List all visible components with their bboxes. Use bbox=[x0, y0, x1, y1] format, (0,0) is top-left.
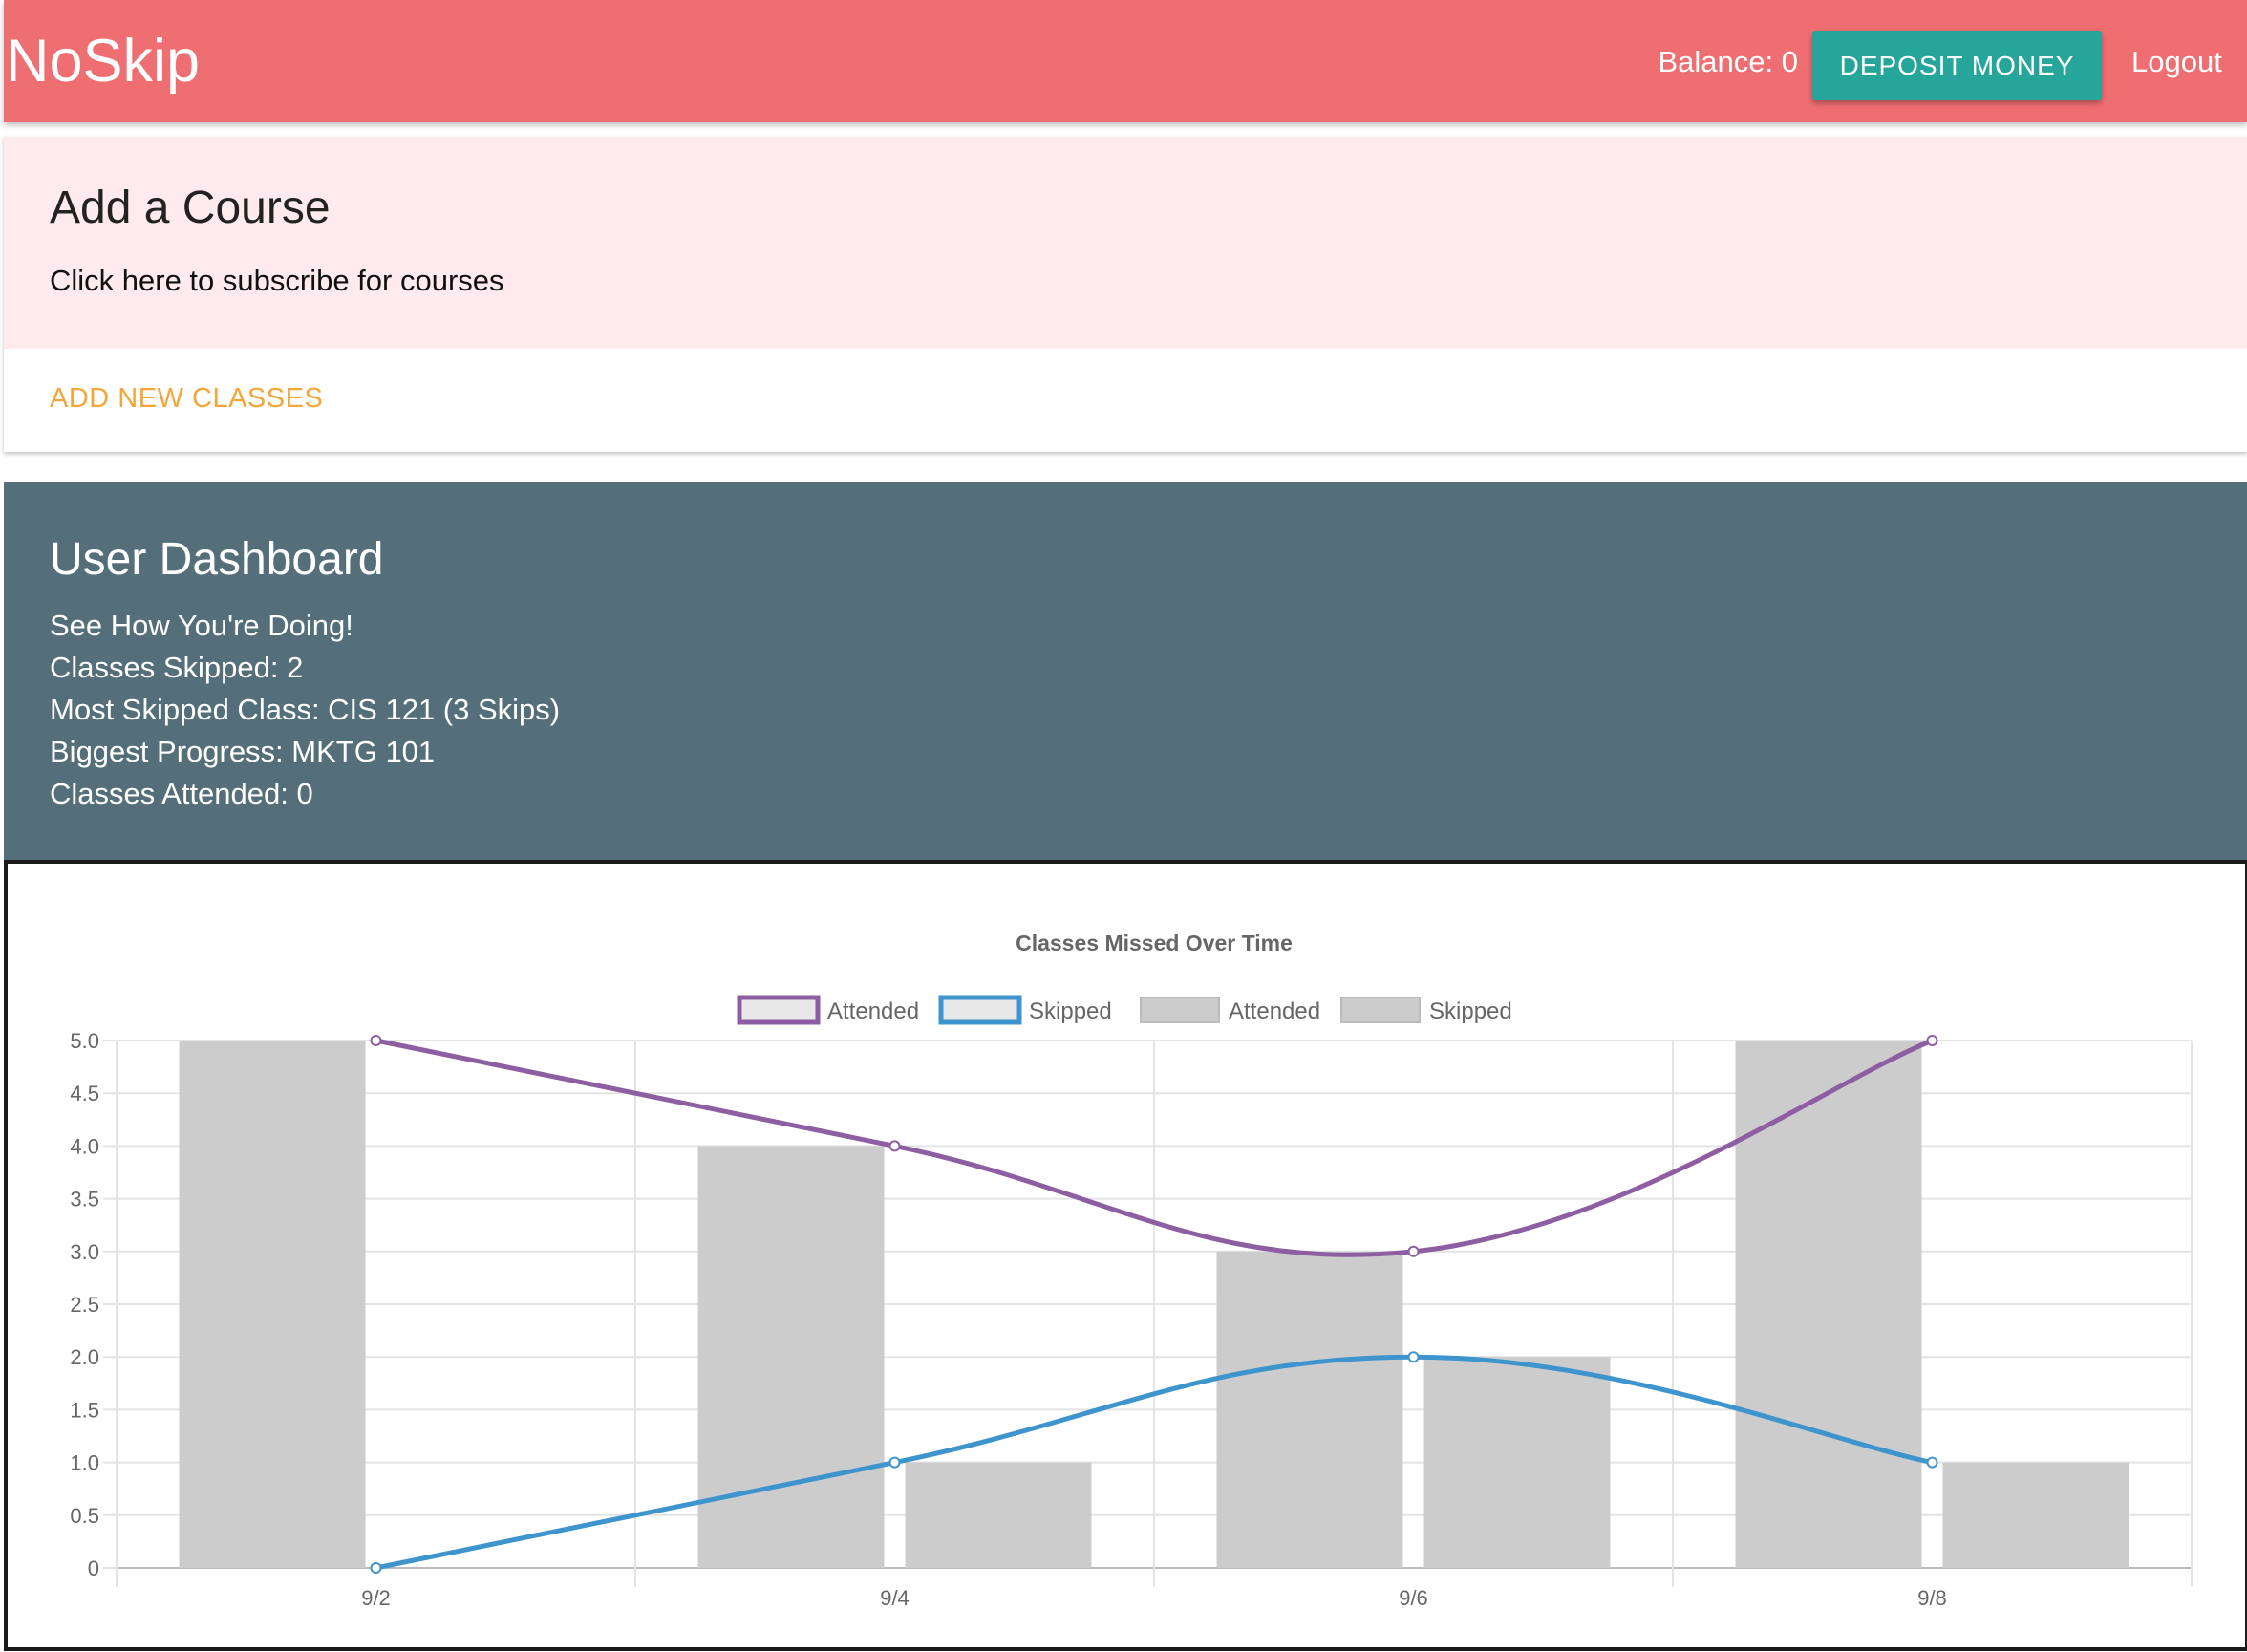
bar-attended bbox=[697, 1146, 885, 1568]
y-tick-label: 0 bbox=[88, 1556, 99, 1580]
point-attended bbox=[888, 1140, 901, 1152]
legend-swatch-3 bbox=[1140, 997, 1220, 1023]
deposit-money-button[interactable]: DEPOSIT MONEY bbox=[1812, 31, 2102, 100]
x-tick-label: 9/8 bbox=[1917, 1586, 1947, 1610]
x-tick-label: 9/2 bbox=[361, 1586, 391, 1610]
y-tick-label: 2.5 bbox=[70, 1293, 99, 1317]
line-attended bbox=[375, 1038, 1934, 1257]
y-tick-label: 4.5 bbox=[70, 1082, 99, 1105]
add-course-description: Click here to subscribe for courses bbox=[50, 264, 504, 297]
bar-skipped bbox=[1942, 1462, 2129, 1568]
navbar: NoSkip Balance: 0 DEPOSIT MONEY Logout bbox=[4, 0, 2247, 122]
legend-label-1: Attended bbox=[827, 998, 919, 1024]
y-tick-label: 4.0 bbox=[70, 1134, 99, 1158]
y-tick-label: 3.5 bbox=[70, 1188, 99, 1212]
y-tick-label: 5.0 bbox=[70, 1029, 99, 1053]
point-attended bbox=[370, 1035, 382, 1046]
balance-display: Balance: 0 bbox=[1658, 45, 1799, 78]
x-tick-label: 9/4 bbox=[880, 1586, 910, 1610]
x-tick-label: 9/6 bbox=[1399, 1586, 1428, 1610]
line-skipped bbox=[375, 1354, 1933, 1571]
y-tick-label: 0.5 bbox=[70, 1504, 99, 1528]
dashboard-title: User Dashboard bbox=[50, 534, 384, 585]
point-attended bbox=[1407, 1245, 1420, 1257]
legend-swatch-4 bbox=[1340, 997, 1421, 1023]
classes-chart: Classes Missed Over Time Attended Skipped A… bbox=[70, 931, 2193, 1610]
point-skipped bbox=[1926, 1456, 1938, 1469]
point-attended bbox=[1926, 1035, 1938, 1046]
y-tick-label: 1.0 bbox=[70, 1451, 99, 1475]
legend-label-2: Skipped bbox=[1029, 998, 1112, 1024]
dashboard-line-intro: See How You're Doing! bbox=[50, 609, 353, 642]
bar-attended bbox=[1735, 1041, 1922, 1568]
point-skipped bbox=[370, 1562, 382, 1574]
bar-attended bbox=[179, 1041, 366, 1568]
y-tick-label: 2.0 bbox=[70, 1345, 99, 1369]
add-new-classes-link[interactable]: ADD NEW CLASSES bbox=[50, 383, 324, 414]
dashboard-line-skipped: Classes Skipped: 2 bbox=[50, 651, 304, 684]
bar-attended bbox=[1216, 1251, 1403, 1568]
y-tick-label: 1.5 bbox=[70, 1398, 99, 1422]
brand-logo[interactable]: NoSkip bbox=[6, 28, 201, 95]
bar-skipped bbox=[905, 1462, 1092, 1568]
dashboard-line-progress: Biggest Progress: MKTG 101 bbox=[50, 735, 436, 768]
chart-container: Classes Missed Over Time Attended Skipped A… bbox=[4, 860, 2247, 1651]
add-course-card: Add a Course Click here to subscribe for… bbox=[4, 137, 2247, 452]
chart-title: Classes Missed Over Time bbox=[1016, 931, 1293, 955]
bar-skipped bbox=[1423, 1357, 1611, 1568]
legend-swatch-1 bbox=[737, 995, 821, 1025]
dashboard-line-attended: Classes Attended: 0 bbox=[50, 777, 313, 810]
y-tick-label: 3.0 bbox=[70, 1240, 99, 1264]
point-skipped bbox=[888, 1456, 901, 1469]
add-course-title: Add a Course bbox=[50, 182, 331, 233]
dashboard-line-most-skipped: Most Skipped Class: CIS 121 (3 Skips) bbox=[50, 693, 561, 726]
point-skipped bbox=[1407, 1351, 1420, 1363]
legend-label-4: Skipped bbox=[1429, 998, 1512, 1024]
add-course-card-content: Add a Course Click here to subscribe for… bbox=[4, 137, 2247, 349]
legend-label-3: Attended bbox=[1229, 998, 1320, 1024]
logout-link[interactable]: Logout bbox=[2131, 45, 2222, 78]
legend-swatch-2 bbox=[938, 995, 1022, 1025]
